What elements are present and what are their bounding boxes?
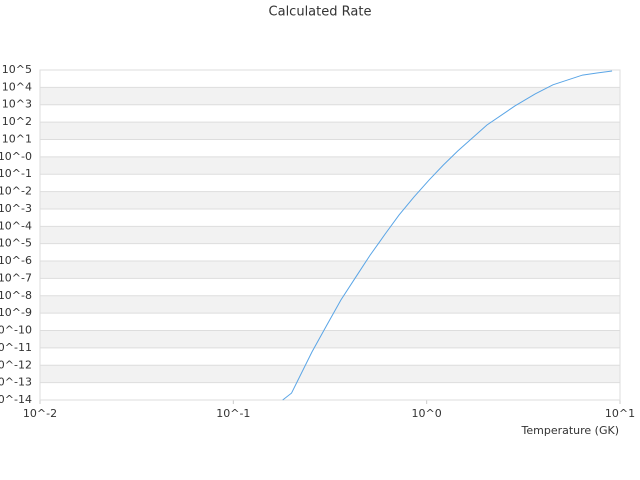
y-tick-label: 10^-1 [0, 167, 32, 180]
x-axis-label: Temperature (GK) [521, 424, 620, 437]
line-series [282, 70, 613, 401]
y-tick-label: 10^-4 [0, 219, 32, 232]
y-tick-label: 10^-9 [0, 306, 32, 319]
y-tick-label: 10^-10 [0, 324, 32, 337]
x-tick-label: 10^1 [605, 407, 635, 420]
grid-band [40, 295, 620, 314]
x-tick-label: 10^-2 [23, 407, 57, 420]
y-tick-label: 10^-2 [0, 185, 32, 198]
y-tick-label: 10^-0 [0, 150, 32, 163]
grid-band [40, 226, 620, 244]
y-tick-label: 10^-11 [0, 341, 32, 354]
y-tick-label: 10^5 [2, 63, 32, 76]
grid-band [40, 122, 620, 140]
y-tick-label: 10^-7 [0, 271, 32, 284]
y-tick-label: 10^-3 [0, 202, 32, 215]
x-tick-label: 10^-1 [216, 407, 250, 420]
y-tick-label: 10^-14 [0, 393, 32, 406]
y-tick-label: 10^1 [2, 132, 32, 145]
grid-band [40, 330, 620, 348]
grid-band [40, 156, 620, 175]
y-tick-label: 10^-8 [0, 289, 32, 302]
x-tick-label: 10^0 [412, 407, 442, 420]
y-tick-label: 10^3 [2, 98, 32, 111]
y-tick-label: 10^-5 [0, 237, 32, 250]
grid-band [40, 261, 620, 279]
y-tick-label: 10^-13 [0, 376, 32, 389]
y-tick-label: 10^-6 [0, 254, 32, 267]
chart-title: Calculated Rate [269, 5, 372, 20]
y-tick-label: 10^4 [2, 80, 32, 93]
y-tick-label: 10^-12 [0, 358, 32, 371]
grid-band [40, 191, 620, 209]
grid-band [40, 365, 620, 383]
grid-band [40, 87, 620, 105]
plot-frame [39, 69, 621, 401]
y-tick-label: 10^2 [2, 115, 32, 128]
